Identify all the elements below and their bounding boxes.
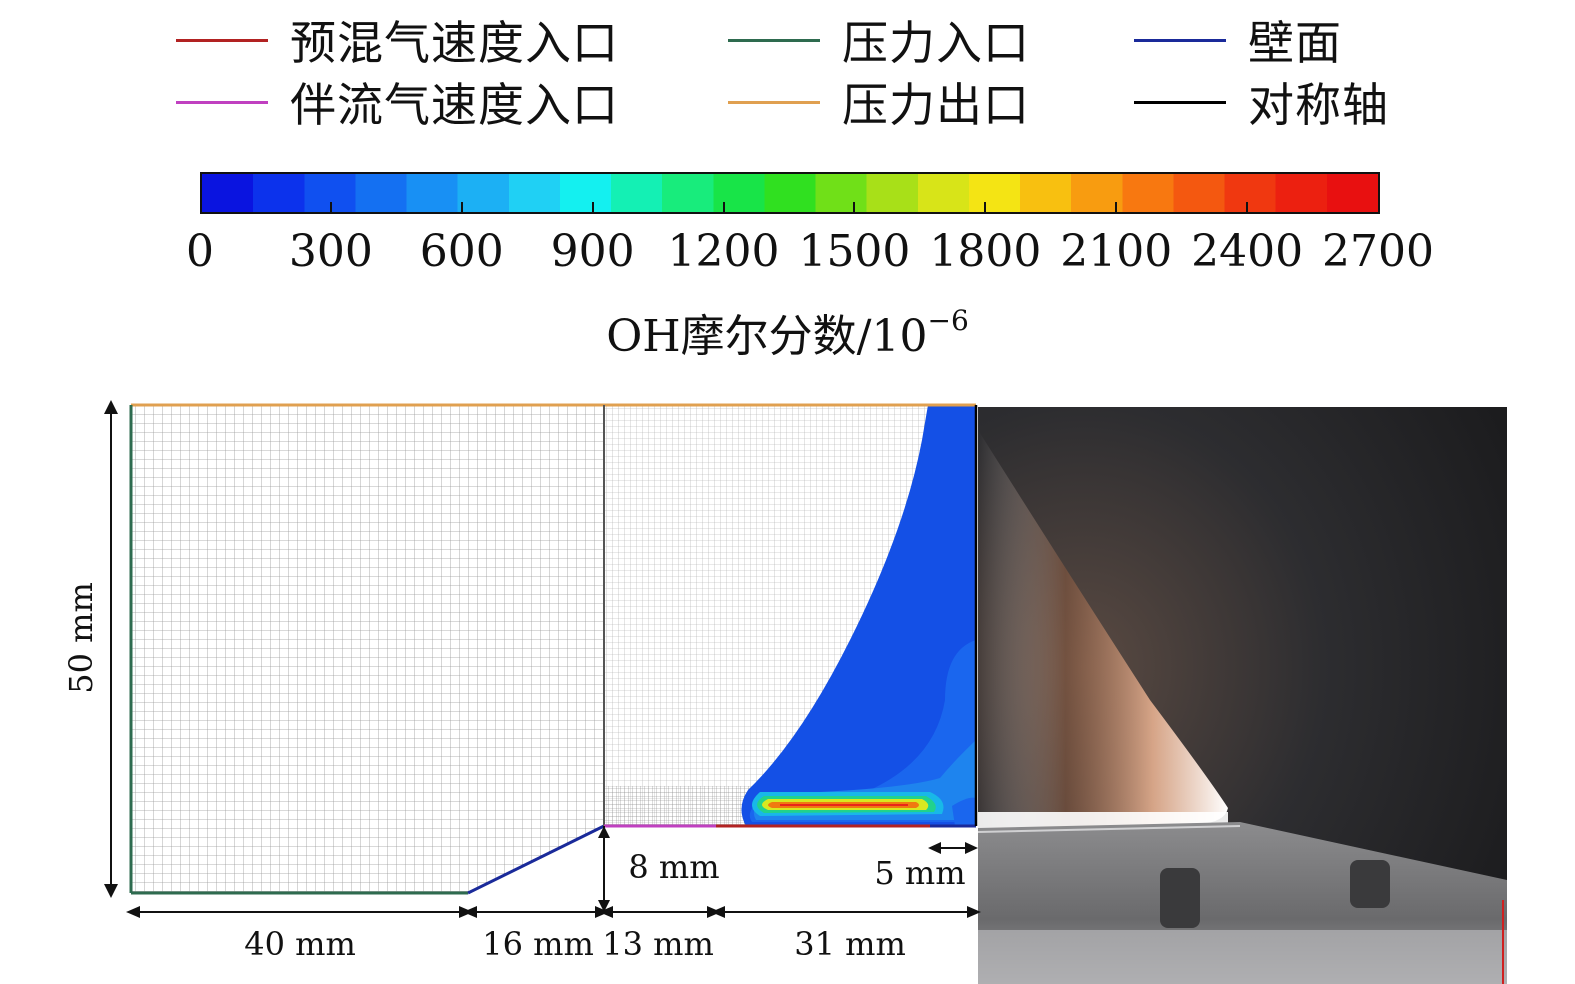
legend-line-wall (1134, 38, 1226, 42)
dim-seg4-label: 31 mm (794, 925, 906, 963)
boundary-wall-slope (467, 824, 605, 895)
colorbar-tick (1246, 202, 1249, 214)
photo-burner-edge (977, 825, 1241, 833)
dim-seg4-arrow-right (967, 906, 981, 918)
dim-bottom: 40 mm 16 mm 13 mm 31 mm (126, 906, 981, 963)
dim-step-label: 8 mm (628, 848, 719, 886)
colorbar-tick-label: 300 (288, 226, 373, 277)
legend-line-pressure-inlet (728, 38, 820, 42)
legend-item-symmetry-axis: 对称轴 (1134, 72, 1389, 132)
colorbar-tick (722, 202, 725, 214)
oh-contour-peak (780, 804, 908, 806)
colorbar-tick-label: 1200 (667, 226, 780, 277)
photo-burner-hole-1 (1160, 868, 1200, 928)
oh-contour-tail (952, 797, 976, 826)
colorbar-title: OH摩尔分数/10−6 (0, 300, 1575, 364)
dim-inlet-arrow-right (965, 842, 978, 854)
legend-line-premixed-inlet (176, 38, 268, 42)
flame-photo (977, 407, 1507, 984)
legend-item-coflow-inlet: 伴流气速度入口 (176, 72, 619, 132)
dim-seg1-arrow-left (126, 906, 140, 918)
dim-inlet-arrow-left (928, 842, 941, 854)
legend-label-wall: 壁面 (1248, 16, 1342, 70)
legend-item-wall: 壁面 (1134, 10, 1342, 70)
dim-inlet-label: 5 mm (874, 854, 965, 892)
colorbar-tick (591, 202, 594, 214)
legend-label-pressure-outlet: 压力出口 (842, 78, 1030, 132)
colorbar-tick (853, 202, 856, 214)
photo-flame-glow (978, 430, 1228, 828)
colorbar-tick-label: 1500 (798, 226, 911, 277)
legend-line-coflow-inlet (176, 100, 268, 104)
colorbar-title-exponent: −6 (927, 304, 969, 337)
colorbar-tick-label: 2400 (1191, 226, 1304, 277)
colorbar-tick-label: 1800 (929, 226, 1042, 277)
legend: 预混气速度入口 压力入口 壁面 伴流气速度入口 压力出口 对称轴 (0, 10, 1575, 140)
dim-inlet: 5 mm (874, 842, 978, 892)
legend-line-pressure-outlet (728, 100, 820, 104)
photo-burner-band (978, 930, 1507, 984)
colorbar-gradient (200, 172, 1380, 214)
colorbar-title-text: OH摩尔分数/10 (606, 311, 928, 362)
colorbar-tick-label: 2100 (1060, 226, 1173, 277)
dim-height: 50 mm (62, 400, 118, 898)
legend-item-premixed-inlet: 预混气速度入口 (176, 10, 619, 70)
dim-seg3-arrow-left (599, 906, 613, 918)
legend-label-pressure-inlet: 压力入口 (842, 16, 1030, 70)
colorbar-tick (1115, 202, 1118, 214)
legend-item-pressure-inlet: 压力入口 (728, 10, 1030, 70)
dim-height-label: 50 mm (62, 582, 100, 694)
legend-label-symmetry-axis: 对称轴 (1248, 78, 1389, 132)
colorbar-tick (329, 202, 332, 214)
dim-seg2-label: 16 mm (482, 925, 594, 963)
legend-label-coflow-inlet: 伴流气速度入口 (290, 78, 619, 132)
colorbar-tick-label: 600 (419, 226, 504, 277)
photo-burner-hole-2 (1350, 860, 1390, 908)
dim-height-arrow-top (104, 400, 118, 414)
colorbar-tick-label: 900 (550, 226, 635, 277)
colorbar-tick-label: 0 (186, 226, 214, 277)
dim-height-arrow-bottom (104, 884, 118, 898)
dim-seg2-arrow-left (463, 906, 477, 918)
oh-contour-mid1 (749, 640, 976, 822)
colorbar-tick (984, 202, 987, 214)
dim-step-arrow-bottom (598, 900, 610, 912)
dim-step-arrow-top (598, 826, 610, 838)
colorbar-tick-label: 2700 (1322, 226, 1434, 277)
dim-seg1-label: 40 mm (244, 925, 356, 963)
legend-item-pressure-outlet: 压力出口 (728, 72, 1030, 132)
dim-seg4-arrow-left (711, 906, 725, 918)
dim-seg3-label: 13 mm (602, 925, 714, 963)
oh-contour-low (741, 405, 976, 826)
legend-line-symmetry-axis (1134, 100, 1226, 104)
colorbar-tick (460, 202, 463, 214)
dim-step: 8 mm (598, 826, 720, 912)
legend-label-premixed-inlet: 预混气速度入口 (290, 16, 619, 70)
colorbar (200, 172, 1380, 214)
oh-contour (741, 405, 976, 826)
coarse-mesh-region (131, 405, 604, 893)
